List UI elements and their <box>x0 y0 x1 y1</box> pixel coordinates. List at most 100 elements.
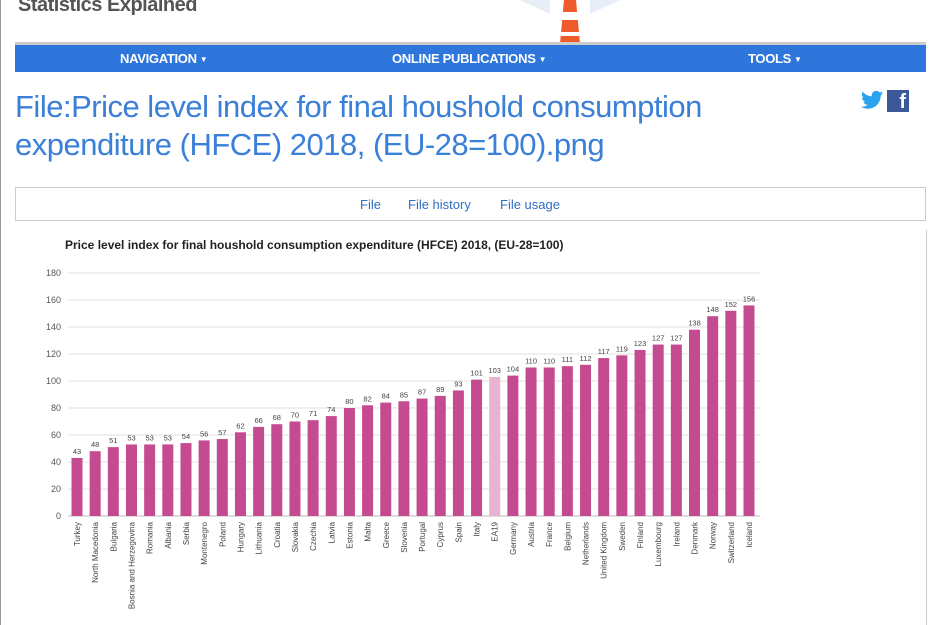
x-tick-label: Iceland <box>745 522 754 548</box>
x-tick-label: Finland <box>636 522 645 548</box>
x-tick-label: Sweden <box>618 522 627 551</box>
data-label: 110 <box>525 357 537 366</box>
data-label: 68 <box>273 413 281 422</box>
data-label: 43 <box>73 447 81 456</box>
bar-netherlands <box>580 364 592 516</box>
x-tick-label: North Macedonia <box>91 521 100 582</box>
data-label: 123 <box>634 339 647 348</box>
header-divider <box>15 42 926 45</box>
x-tick-label: Greece <box>382 521 391 548</box>
y-tick-label: 60 <box>51 430 61 440</box>
data-label: 71 <box>309 409 317 418</box>
data-label: 101 <box>470 369 483 378</box>
bar-slovenia <box>398 401 410 516</box>
x-tick-label: Serbia <box>182 521 191 545</box>
x-tick-label: Romania <box>146 521 155 554</box>
x-tick-label: Netherlands <box>582 522 591 565</box>
x-tick-label: Malta <box>364 521 373 541</box>
bar-spain <box>452 390 464 516</box>
bar-estonia <box>343 408 355 516</box>
y-tick-label: 80 <box>51 403 61 413</box>
bar-poland <box>216 439 228 516</box>
x-tick-label: Italy <box>473 522 482 537</box>
data-label: 156 <box>743 294 756 303</box>
bar-lithuania <box>253 426 265 516</box>
x-tick-label: Bosnia and Herzegovina <box>127 521 136 609</box>
y-tick-label: 0 <box>56 511 61 521</box>
x-tick-label: Austria <box>527 521 536 546</box>
bar-united-kingdom <box>598 358 610 516</box>
x-tick-label: Spain <box>454 522 463 542</box>
data-label: 110 <box>543 357 555 366</box>
x-tick-label: Portugal <box>418 522 427 552</box>
data-label: 57 <box>218 428 226 437</box>
bar-ea19 <box>489 376 501 516</box>
data-label: 66 <box>254 416 262 425</box>
caret-down-icon: ▼ <box>199 55 208 64</box>
x-tick-label: Norway <box>709 522 718 549</box>
tab-file[interactable]: File <box>360 197 381 212</box>
data-label: 117 <box>598 347 610 356</box>
bar-croatia <box>271 424 283 516</box>
data-label: 84 <box>382 392 390 401</box>
bar-cyprus <box>434 395 446 516</box>
x-tick-label: France <box>545 521 554 546</box>
y-tick-label: 180 <box>46 268 61 278</box>
x-tick-label: Slovenia <box>400 521 409 552</box>
nav-label: ONLINE PUBLICATIONS <box>392 51 536 66</box>
bar-albania <box>162 444 174 516</box>
x-tick-label: Czechia <box>309 521 318 550</box>
nav-navigation[interactable]: NAVIGATION ▼ <box>120 45 208 74</box>
bar-switzerland <box>725 310 737 516</box>
bar-serbia <box>180 443 192 516</box>
bar-france <box>543 367 555 516</box>
x-tick-label: Croatia <box>273 521 282 547</box>
data-label: 152 <box>725 300 738 309</box>
x-tick-label: Albania <box>164 521 173 548</box>
data-label: 53 <box>127 433 135 442</box>
bar-sweden <box>616 355 628 516</box>
file-tabs: File File history File usage <box>15 187 926 221</box>
data-label: 111 <box>562 355 573 364</box>
data-label: 127 <box>670 334 683 343</box>
site-brand[interactable]: Statistics Explained <box>18 0 197 16</box>
bar-norway <box>707 316 719 516</box>
nav-label: NAVIGATION <box>120 51 197 66</box>
tab-file-history[interactable]: File history <box>408 197 471 212</box>
bar-finland <box>634 349 646 516</box>
data-label: 85 <box>400 390 408 399</box>
data-label: 119 <box>616 344 628 353</box>
content-border <box>926 230 927 625</box>
data-label: 53 <box>145 433 153 442</box>
bar-hungary <box>234 432 246 516</box>
x-tick-label: Slovakia <box>291 521 300 552</box>
bar-iceland <box>743 305 755 516</box>
bar-montenegro <box>198 440 210 516</box>
x-tick-label: Turkey <box>73 522 82 546</box>
page-title: File:Price level index for final houshol… <box>15 89 702 162</box>
nav-tools[interactable]: TOOLS ▼ <box>748 45 802 74</box>
twitter-icon[interactable] <box>861 90 883 110</box>
x-tick-label: Ireland <box>672 522 681 546</box>
data-label: 80 <box>345 397 353 406</box>
bar-germany <box>507 375 519 516</box>
nav-online-publications[interactable]: ONLINE PUBLICATIONS ▼ <box>392 45 546 74</box>
bar-portugal <box>416 398 428 516</box>
x-tick-label: Hungary <box>236 522 245 552</box>
data-label: 48 <box>91 440 99 449</box>
data-label: 74 <box>327 405 335 414</box>
bar-denmark <box>689 329 701 516</box>
bar-czechia <box>307 420 319 516</box>
x-tick-label: Germany <box>509 522 518 555</box>
data-label: 112 <box>580 354 592 363</box>
x-tick-label: Montenegro <box>200 521 209 564</box>
x-tick-label: Estonia <box>345 521 354 548</box>
tab-file-usage[interactable]: File usage <box>500 197 560 212</box>
main-nav: NAVIGATION ▼ ONLINE PUBLICATIONS ▼ TOOLS ▼ <box>15 45 926 72</box>
facebook-icon[interactable]: f <box>887 90 909 113</box>
data-label: 53 <box>164 433 172 442</box>
data-label: 89 <box>436 385 444 394</box>
caret-down-icon: ▼ <box>538 55 547 64</box>
data-label: 70 <box>291 411 299 420</box>
